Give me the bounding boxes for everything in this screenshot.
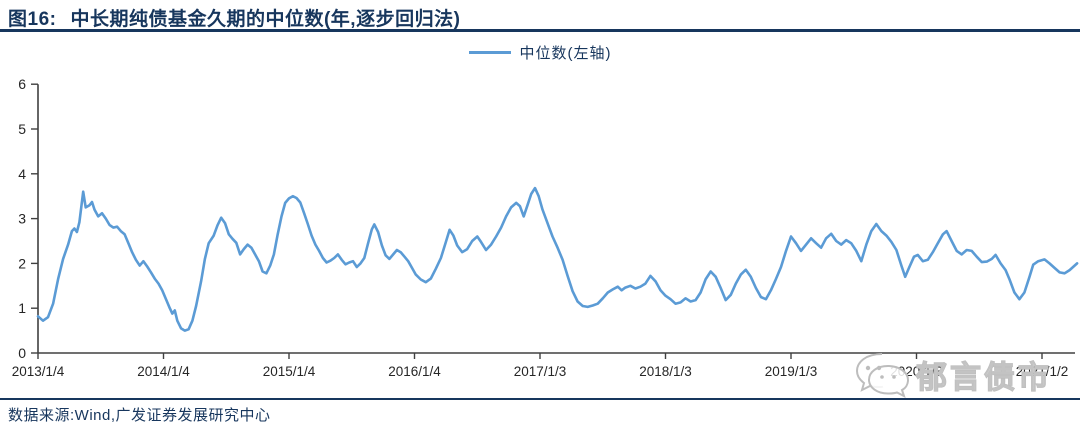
x-tick-label: 2019/1/3 — [765, 364, 818, 379]
x-tick-label: 2014/1/4 — [137, 364, 190, 379]
x-tick-label: 2015/1/4 — [263, 364, 316, 379]
x-tick-label: 2016/1/4 — [388, 364, 441, 379]
x-tick-label: 2013/1/4 — [12, 364, 65, 379]
y-tick-label: 0 — [18, 345, 26, 361]
figure-label: 图16: — [8, 9, 57, 30]
page-title: 图16: 中长期纯债基金久期的中位数(年,逐步回归法) — [8, 4, 460, 31]
legend-label: 中位数(左轴) — [519, 44, 612, 62]
y-tick-label: 1 — [18, 300, 26, 316]
y-tick-label: 5 — [18, 121, 26, 137]
footer-rule — [0, 398, 1080, 400]
legend-line-swatch — [468, 50, 511, 54]
x-tick-label: 2021/1/2 — [1016, 364, 1069, 379]
y-tick-label: 6 — [18, 76, 26, 92]
x-tick-label: 2018/1/3 — [639, 364, 692, 379]
x-tick-label: 2020/1/3 — [890, 364, 943, 379]
title-rule — [0, 29, 1080, 32]
chart-legend: 中位数(左轴) — [0, 41, 1080, 63]
data-source: 数据来源:Wind,广发证券发展研究中心 — [8, 407, 271, 424]
y-tick-label: 4 — [18, 166, 26, 182]
figure-title-text: 中长期纯债基金久期的中位数(年,逐步回归法) — [70, 9, 461, 30]
median-duration-line — [36, 186, 1079, 332]
y-tick-label: 3 — [18, 211, 26, 227]
y-tick-label: 2 — [18, 255, 26, 271]
x-tick-label: 2017/1/3 — [514, 364, 567, 379]
